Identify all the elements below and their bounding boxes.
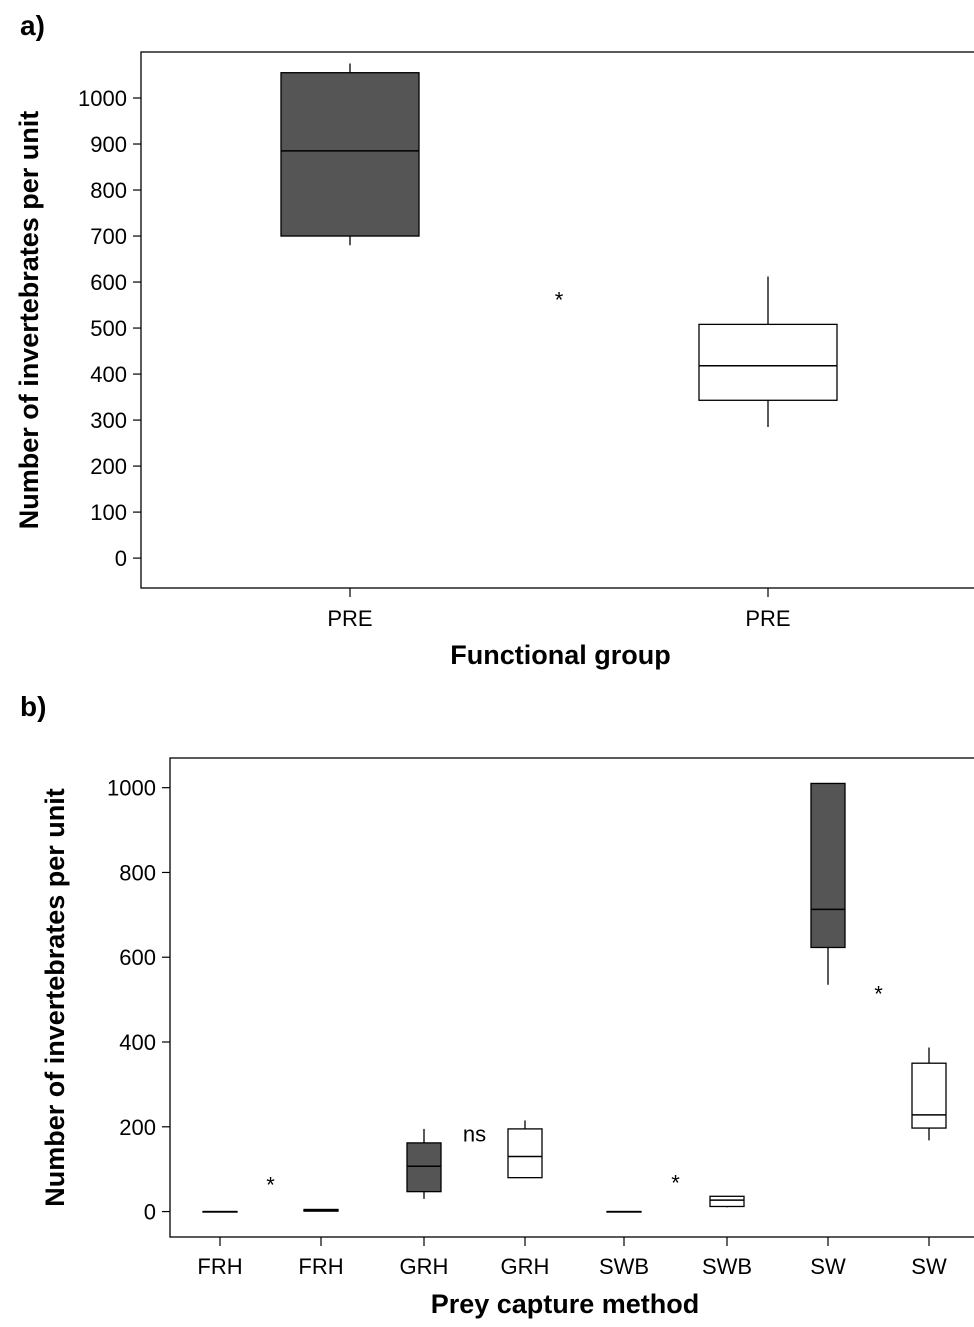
panel-label: a) <box>20 10 45 41</box>
y-tick-label: 600 <box>119 945 156 970</box>
panel-b: b) 0 200 400 600 800 1000 Number of invertebrat… <box>20 691 974 1319</box>
x-tick-label: GRH <box>501 1254 550 1279</box>
box-1 <box>202 1210 238 1213</box>
x-tick-label: SW <box>810 1254 846 1279</box>
box-4 <box>507 1120 543 1179</box>
y-tick-label: 900 <box>90 132 127 157</box>
y-tick-label: 0 <box>115 546 127 571</box>
y-tick-label: 300 <box>90 408 127 433</box>
box-6 <box>709 1195 745 1208</box>
x-axis-title: Functional group <box>450 640 670 670</box>
box-iqr <box>810 782 846 949</box>
plot-frame <box>169 757 974 1238</box>
y-tick-label: 700 <box>90 224 127 249</box>
y-tick-label: 400 <box>90 362 127 387</box>
y-tick-label: 500 <box>90 316 127 341</box>
box-5 <box>606 1210 642 1213</box>
significance-label: ns <box>463 1122 486 1147</box>
y-axis-title: Number of invertebrates per unit <box>14 111 44 530</box>
panel-label: b) <box>20 691 46 722</box>
box-iqr <box>698 323 838 401</box>
significance-label: * <box>671 1170 680 1195</box>
y-tick-label: 200 <box>90 454 127 479</box>
box-iqr <box>507 1128 543 1179</box>
y-tick-label: 800 <box>119 860 156 885</box>
box-3 <box>406 1128 442 1199</box>
significance-label: * <box>555 287 564 312</box>
panel-a: a) 0 100 200 300 400 500 600 700 800 900 1000 Number… <box>14 10 974 670</box>
y-tick-label: 1000 <box>107 776 156 801</box>
x-tick-label: PRE <box>745 606 790 631</box>
significance-label: * <box>266 1172 275 1197</box>
box-8 <box>911 1047 947 1141</box>
y-tick-label: 200 <box>119 1115 156 1140</box>
significance-label: * <box>874 982 883 1007</box>
x-tick-label: PRE <box>327 606 372 631</box>
x-tick-label: SW <box>911 1254 947 1279</box>
box-2 <box>303 1208 339 1212</box>
x-tick-label: FRH <box>298 1254 343 1279</box>
x-axis-title: Prey capture method <box>431 1289 700 1319</box>
box-iqr <box>406 1142 442 1193</box>
box-1 <box>280 63 420 246</box>
y-tick-label: 600 <box>90 270 127 295</box>
y-tick-label: 1000 <box>78 86 127 111</box>
box-iqr <box>911 1062 947 1129</box>
box-iqr <box>280 72 420 237</box>
x-tick-label: FRH <box>197 1254 242 1279</box>
x-tick-label: GRH <box>400 1254 449 1279</box>
y-tick-label: 0 <box>144 1200 156 1225</box>
y-axis-title: Number of invertebrates per unit <box>40 788 70 1207</box>
box-iqr <box>709 1195 745 1208</box>
plot-frame <box>140 51 974 589</box>
x-tick-label: SWB <box>702 1254 752 1279</box>
box-2 <box>698 276 838 427</box>
y-tick-label: 800 <box>90 178 127 203</box>
box-7 <box>810 782 846 985</box>
x-tick-label: SWB <box>599 1254 649 1279</box>
y-tick-label: 100 <box>90 500 127 525</box>
y-tick-label: 400 <box>119 1030 156 1055</box>
